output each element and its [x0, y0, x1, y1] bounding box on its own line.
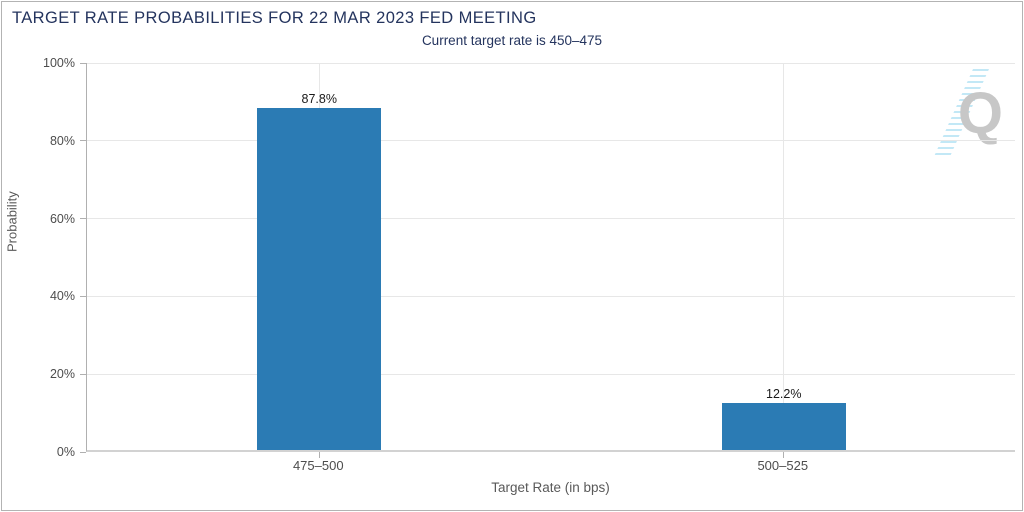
bar-value-label: 12.2% — [766, 386, 802, 401]
chart-subtitle: Current target rate is 450–475 — [421, 33, 603, 48]
y-tick-label: 100% — [43, 56, 75, 70]
y-tick-mark — [80, 451, 86, 453]
h-gridline — [87, 140, 1015, 142]
bar-475–500[interactable] — [257, 108, 382, 450]
y-tick-mark — [80, 218, 86, 220]
logo-q-letter: Q — [957, 81, 1003, 146]
y-tick-mark — [80, 295, 86, 297]
y-tick-label: 0% — [56, 445, 75, 459]
bar-value-label: 87.8% — [301, 92, 337, 107]
h-gridline — [87, 373, 1015, 375]
h-gridline — [87, 218, 1015, 220]
y-tick-mark — [80, 373, 86, 375]
x-axis-title: Target Rate (in bps) — [491, 480, 610, 495]
y-tick-label: 20% — [49, 367, 75, 382]
y-tick-label: 60% — [49, 211, 75, 226]
logo-streak-icon — [932, 69, 989, 159]
h-gridline — [87, 295, 1015, 297]
y-tick-mark — [80, 62, 86, 64]
chart-title: TARGET RATE PROBABILITIES FOR 22 MAR 202… — [12, 9, 537, 27]
x-tick-mark — [783, 452, 785, 458]
y-tick-mark — [80, 140, 86, 142]
bar-500–525[interactable] — [721, 402, 846, 450]
y-tick-label: 80% — [49, 133, 75, 148]
plot-area: Q 87.8% 12.2% — [80, 62, 1015, 458]
y-tick-label: 40% — [49, 289, 75, 304]
v-gridline — [783, 63, 785, 450]
logo-watermark: Q — [932, 69, 1009, 161]
x-category-label: 500–525 — [757, 458, 809, 473]
h-gridline — [87, 62, 1015, 64]
x-tick-mark — [318, 452, 320, 458]
x-category-label: 475–500 — [292, 458, 344, 473]
